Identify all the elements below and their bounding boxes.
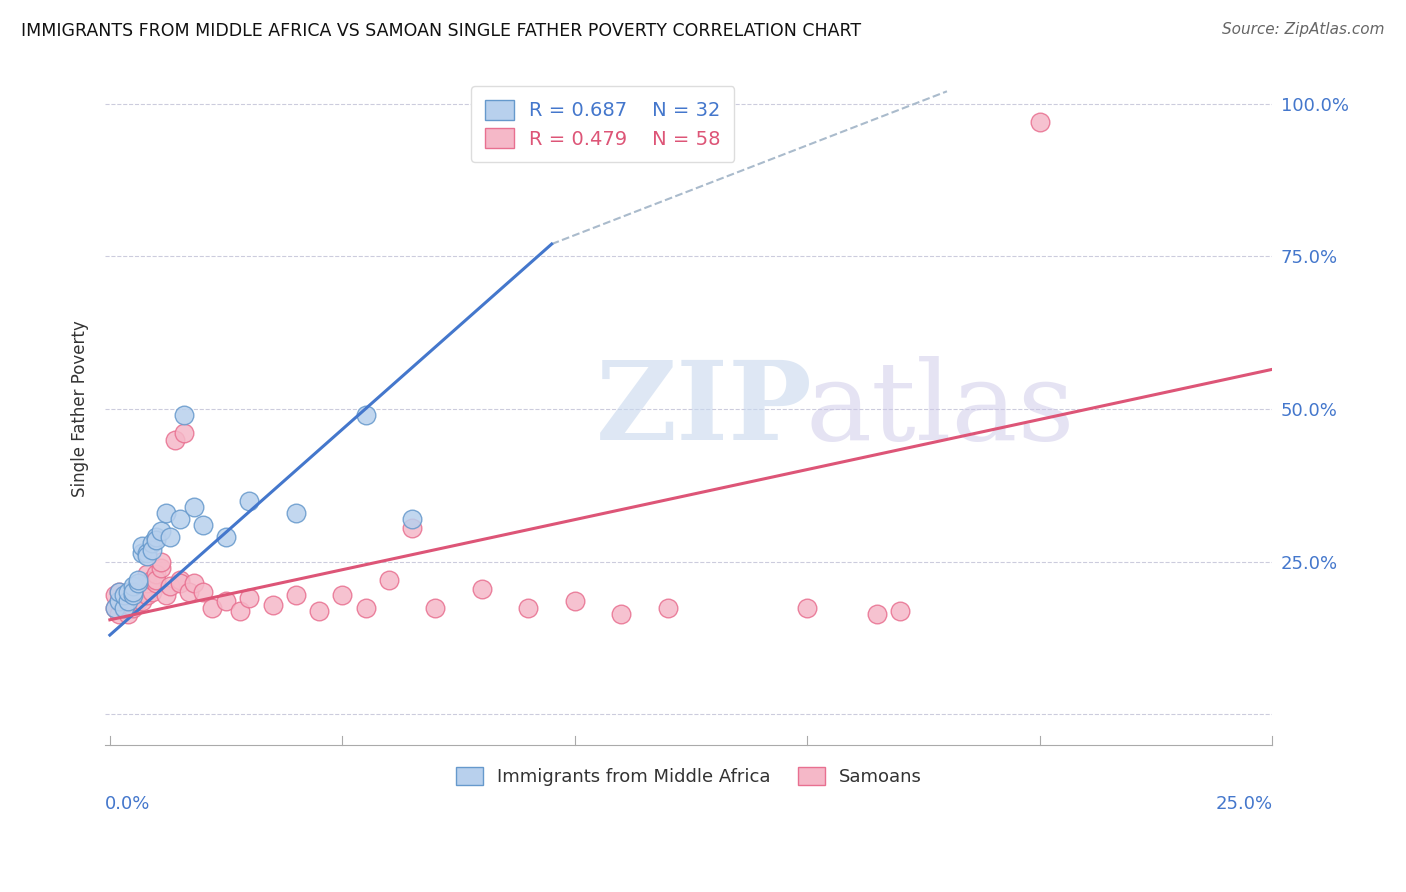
Point [610,607,633,621]
Point [112,588,135,602]
Point [145,533,167,548]
Point [117,598,139,612]
Point [517,600,540,615]
Point [112,600,135,615]
Point [229,604,252,618]
Point [150,561,173,575]
Text: atlas: atlas [806,356,1076,463]
Point [103,588,125,602]
Point [378,573,401,587]
Point [103,600,125,615]
Point [183,500,205,514]
Point [262,598,284,612]
Point [141,585,163,599]
Point [215,594,238,608]
Point [141,573,163,587]
Point [354,600,377,615]
Point [117,588,139,602]
Point [145,530,167,544]
Point [122,594,145,608]
Point [117,607,139,621]
Text: IMMIGRANTS FROM MIDDLE AFRICA VS SAMOAN SINGLE FATHER POVERTY CORRELATION CHART: IMMIGRANTS FROM MIDDLE AFRICA VS SAMOAN … [21,22,862,40]
Point [145,566,167,581]
Point [163,433,186,447]
Point [308,604,330,618]
Point [117,585,139,599]
Point [159,579,181,593]
Point [183,576,205,591]
Point [112,600,135,615]
Point [354,408,377,422]
Point [122,600,145,615]
Point [127,585,149,599]
Point [169,576,191,591]
Point [141,536,163,550]
Point [150,555,173,569]
Point [122,588,145,602]
Point [401,512,423,526]
Point [169,573,191,587]
Text: 0.0%: 0.0% [105,796,150,814]
Point [866,607,889,621]
Point [131,585,153,599]
Point [136,545,159,559]
Point [201,600,224,615]
Point [155,506,177,520]
Point [112,594,135,608]
Point [471,582,494,597]
Y-axis label: Single Father Poverty: Single Father Poverty [72,320,89,498]
Point [136,576,159,591]
Point [117,594,139,608]
Point [122,585,145,599]
Point [191,518,214,533]
Point [108,594,131,608]
Legend: Immigrants from Middle Africa, Samoans: Immigrants from Middle Africa, Samoans [449,759,929,793]
Point [108,585,131,599]
Point [889,604,911,618]
Point [155,588,177,602]
Text: Source: ZipAtlas.com: Source: ZipAtlas.com [1222,22,1385,37]
Point [108,594,131,608]
Point [401,521,423,535]
Point [173,426,195,441]
Point [169,512,191,526]
Point [122,588,145,602]
Point [215,530,238,544]
Point [136,566,159,581]
Point [238,591,260,606]
Point [177,585,200,599]
Point [103,600,125,615]
Point [238,493,260,508]
Point [284,588,307,602]
Point [150,524,173,539]
Point [1029,115,1052,129]
Point [108,607,131,621]
Point [112,588,135,602]
Point [122,579,145,593]
Point [159,530,181,544]
Point [657,600,679,615]
Point [141,542,163,557]
Text: 25.0%: 25.0% [1215,796,1272,814]
Point [425,600,447,615]
Point [131,545,153,559]
Point [191,585,214,599]
Text: ZIP: ZIP [596,356,813,463]
Point [131,540,153,554]
Point [127,573,149,587]
Point [145,573,167,587]
Point [284,506,307,520]
Point [332,588,354,602]
Point [145,576,167,591]
Point [173,408,195,422]
Point [136,588,159,602]
Point [127,576,149,591]
Point [127,594,149,608]
Point [136,549,159,563]
Point [131,594,153,608]
Point [564,594,586,608]
Point [796,600,818,615]
Point [108,585,131,599]
